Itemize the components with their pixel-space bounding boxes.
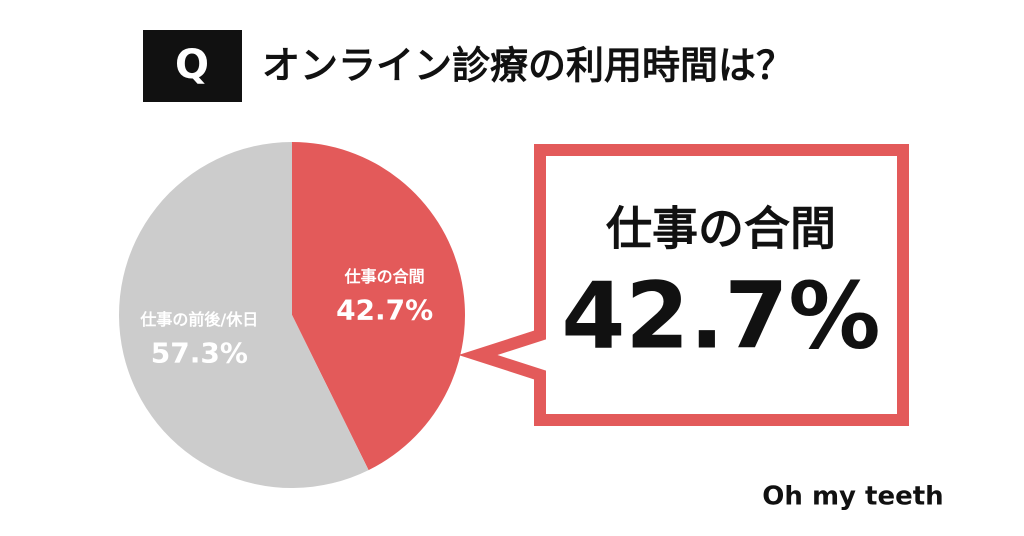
q-badge-label: Q — [175, 42, 209, 88]
callout-category: 仕事の合間 — [606, 202, 836, 256]
pie-slice — [292, 142, 465, 471]
slice-category: 仕事の合間 — [344, 267, 425, 286]
brand: Oh my teeth — [762, 482, 943, 512]
slice-value: 57.3% — [151, 337, 248, 370]
q-badge — [143, 30, 242, 102]
callout-box — [458, 144, 909, 426]
chart-title: オンライン診療の利用時間は？ — [262, 44, 794, 88]
slice-value: 42.7% — [336, 293, 433, 326]
pie: 仕事の合間 42.7% 仕事の前後/休日 57.3% — [118, 142, 465, 488]
slice-category: 仕事の前後/休日 — [139, 310, 258, 329]
pie-slice — [118, 142, 369, 488]
callout-value: 42.7% — [561, 262, 880, 369]
